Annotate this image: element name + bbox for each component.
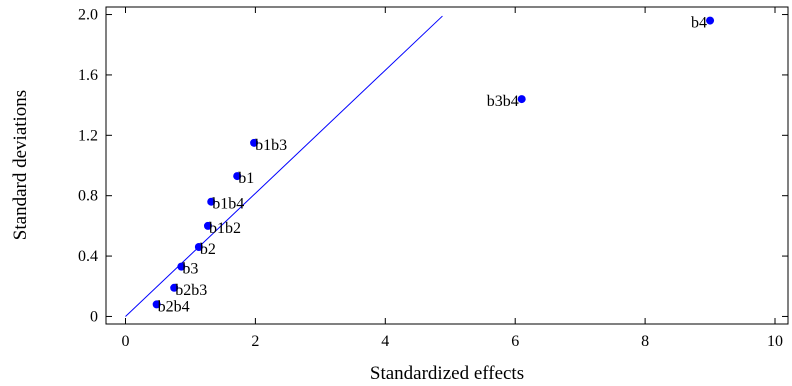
point-label: b1b4 <box>212 196 244 213</box>
data-point <box>517 95 526 104</box>
ticks-group: 0 2 4 6 8 10 0 0.4 0.8 1.2 1.6 2.0 <box>78 7 788 350</box>
x-tick-label: 4 <box>381 333 389 350</box>
y-tick-label: 0.8 <box>78 188 98 205</box>
data-point <box>250 138 259 147</box>
point-label: b1b3 <box>255 137 287 154</box>
data-point <box>177 262 186 271</box>
x-tick-label: 2 <box>251 333 259 350</box>
data-point <box>170 283 179 292</box>
plot-frame <box>105 6 789 325</box>
x-axis-label: Standardized effects <box>370 363 524 384</box>
reference-line-group <box>125 15 443 317</box>
y-axis-label: Standard deviations <box>10 90 31 240</box>
point-label: b1 <box>238 170 254 187</box>
point-label: b1b2 <box>209 220 241 237</box>
x-tick-label: 0 <box>121 333 129 350</box>
x-tick-label: 6 <box>511 333 519 350</box>
data-point <box>233 172 242 181</box>
data-point <box>194 243 203 252</box>
data-point <box>203 221 212 230</box>
y-tick-label: 0.4 <box>78 248 98 265</box>
data-point <box>207 197 216 206</box>
y-tick-label: 1.2 <box>78 127 98 144</box>
point-label: b3 <box>182 261 198 278</box>
point-label: b2 <box>200 241 216 258</box>
y-tick-label: 2.0 <box>78 7 98 24</box>
y-tick-label: 0 <box>90 308 98 325</box>
reference-line <box>125 15 443 317</box>
x-tick-label: 8 <box>641 333 649 350</box>
data-point <box>706 16 715 25</box>
x-tick-label: 10 <box>767 333 783 350</box>
y-tick-label: 1.6 <box>78 67 98 84</box>
point-label: b3b4 <box>487 93 519 110</box>
point-label: b4 <box>691 15 707 32</box>
point-label: b2b3 <box>175 282 207 299</box>
data-point <box>152 300 161 309</box>
point-label: b2b4 <box>158 298 190 315</box>
